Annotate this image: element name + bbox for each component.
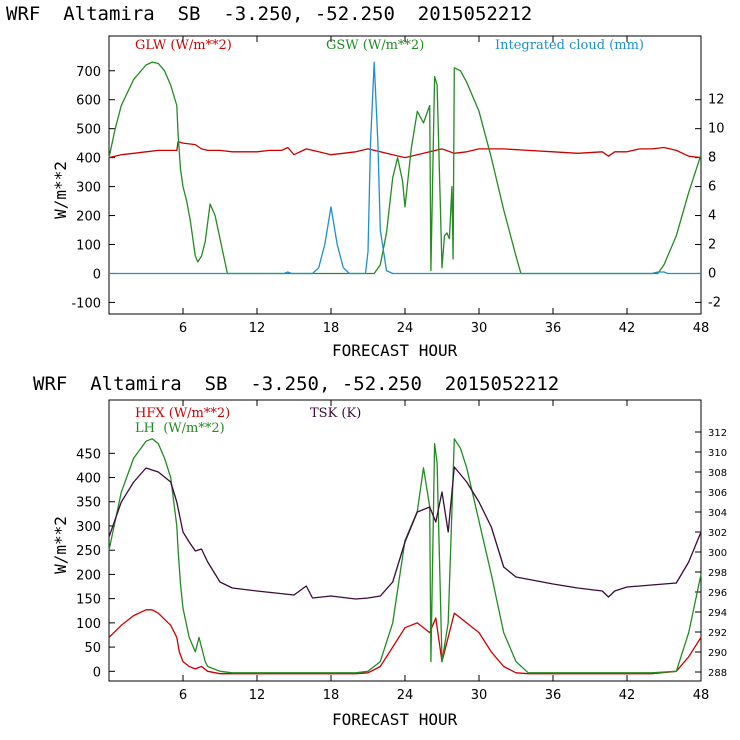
bottom-series-group: [108, 438, 702, 675]
top-y2-tick-label: 0: [708, 266, 716, 281]
top-y-axis-label: W/m**2: [51, 161, 70, 219]
top-y2-tick-label: 10: [708, 122, 725, 137]
bottom-y2-tick-label: 298: [708, 568, 727, 579]
top-y2-tick-label: 6: [708, 180, 716, 195]
top-series-gsw: [108, 61, 702, 275]
top-y-tick-label: 400: [76, 152, 101, 167]
top-x-tick-label: 42: [619, 321, 636, 336]
bottom-x-tick-label: 48: [693, 688, 710, 703]
top-plot-frame: [108, 35, 702, 315]
bottom-series-lh: [108, 438, 702, 674]
top-x-tick-label: 30: [471, 321, 488, 336]
bottom-chart-title: WRF Altamira SB -3.250, -52.250 20150522…: [33, 373, 559, 395]
top-x-tick-label: 6: [179, 321, 187, 336]
bottom-series-hfx: [108, 609, 702, 675]
top-y2-tick-label: 2: [708, 238, 716, 253]
top-series-group: [108, 61, 702, 275]
top-legend-gsw: GSW (W/m**2): [326, 38, 424, 53]
bottom-y2-tick-label: 308: [708, 468, 727, 479]
bottom-x-tick-label: 6: [179, 688, 187, 703]
bottom-y-tick-label: 100: [76, 617, 101, 632]
top-x-tick-label: 12: [249, 321, 266, 336]
bottom-y2-tick-label: 296: [708, 588, 727, 599]
top-axis-ticks: 6 12 18 24 30 36 42 48-100010020030040050060070…: [71, 36, 725, 336]
bottom-y2-tick-label: 304: [708, 508, 727, 519]
bottom-legend-lh: LH (W/m**2): [135, 421, 225, 436]
top-series-glw: [108, 141, 702, 159]
top-series-integrated-cloud: [109, 61, 701, 275]
bottom-x-tick-label: 24: [397, 688, 414, 703]
bottom-y-tick-label: 200: [76, 568, 101, 583]
bottom-y-axis-label: W/m**2: [51, 516, 70, 574]
top-y2-tick-label: 8: [708, 151, 716, 166]
bottom-x-tick-label: 18: [323, 688, 340, 703]
bottom-y2-tick-label: 294: [708, 608, 727, 619]
top-x-axis-label: FORECAST HOUR: [332, 341, 458, 360]
bottom-y2-tick-label: 310: [708, 448, 727, 459]
top-chart-title: WRF Altamira SB -3.250, -52.250 20150522…: [6, 3, 532, 25]
bottom-legend-tsk: TSK (K): [310, 406, 361, 421]
bottom-y2-tick-label: 306: [708, 488, 727, 499]
top-y-tick-label: -100: [71, 296, 101, 311]
bottom-legend-hfx: HFX (W/m**2): [135, 406, 230, 421]
top-x-tick-label: 48: [693, 321, 710, 336]
bottom-y2-tick-label: 288: [708, 668, 727, 679]
bottom-y-tick-label: 0: [93, 665, 101, 680]
bottom-y2-tick-label: 290: [708, 648, 727, 659]
top-y-tick-label: 200: [76, 210, 101, 225]
top-y-tick-label: 600: [76, 94, 101, 109]
bottom-y-tick-label: 150: [76, 593, 101, 608]
bottom-y2-tick-label: 302: [708, 528, 727, 539]
top-y-tick-label: 500: [76, 123, 101, 138]
top-y-tick-label: 700: [76, 65, 101, 80]
bottom-y2-tick-label: 292: [708, 628, 727, 639]
top-legend-cloud: Integrated cloud (mm): [495, 38, 644, 53]
top-x-tick-label: 24: [397, 321, 414, 336]
top-y2-tick-label: 12: [708, 93, 725, 108]
bottom-x-tick-label: 12: [249, 688, 266, 703]
bottom-y-tick-label: 450: [76, 447, 101, 462]
top-x-tick-label: 18: [323, 321, 340, 336]
bottom-y-tick-label: 300: [76, 520, 101, 535]
bottom-y-tick-label: 50: [84, 641, 101, 656]
top-x-tick-label: 36: [545, 321, 562, 336]
top-y-tick-label: 100: [76, 239, 101, 254]
bottom-y-tick-label: 400: [76, 472, 101, 487]
bottom-y-tick-label: 350: [76, 496, 101, 511]
bottom-x-tick-label: 30: [471, 688, 488, 703]
top-legend-glw: GLW (W/m**2): [135, 38, 232, 53]
bottom-x-tick-label: 42: [619, 688, 636, 703]
top-y-tick-label: 300: [76, 181, 101, 196]
bottom-x-tick-label: 36: [545, 688, 562, 703]
top-y-tick-label: 0: [93, 267, 101, 282]
bottom-x-axis-label: FORECAST HOUR: [332, 710, 458, 729]
bottom-y2-tick-label: 300: [708, 548, 727, 559]
bottom-y2-tick-label: 312: [708, 428, 727, 439]
bottom-y-tick-label: 250: [76, 544, 101, 559]
top-y2-tick-label: -2: [708, 295, 721, 310]
top-y2-tick-label: 4: [708, 209, 716, 224]
bottom-series-tsk: [108, 466, 702, 600]
bottom-axis-ticks: 6 12 18 24 30 36 42 48 0 50 100 150 200 250 300 350 400 4…: [76, 400, 727, 703]
